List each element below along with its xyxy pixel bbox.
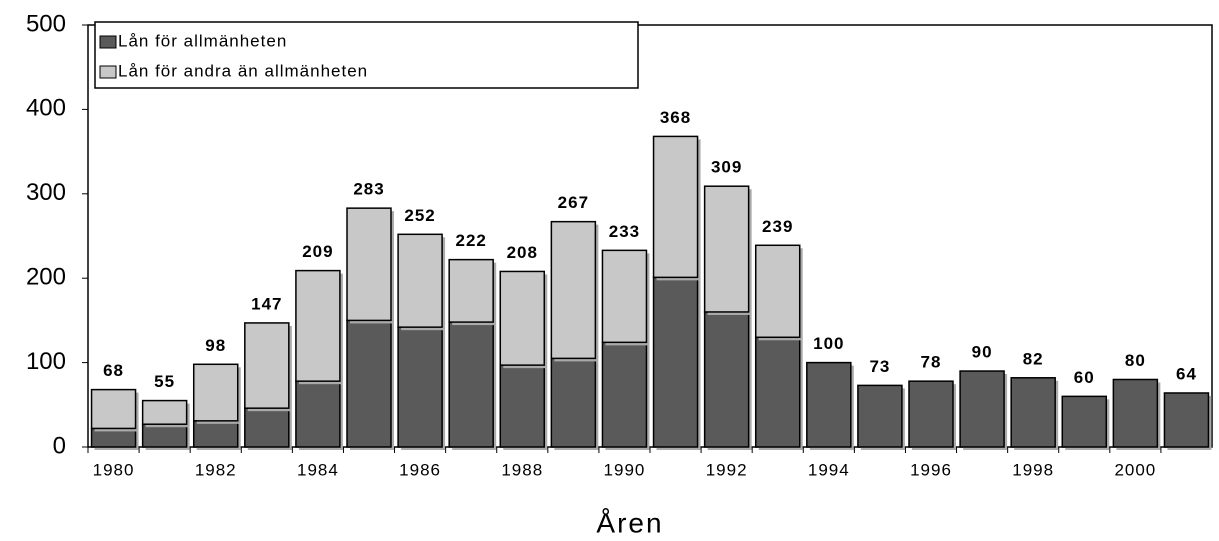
bar-segment (141, 399, 188, 425)
value-label: 64 (1176, 364, 1197, 383)
bar-segment (652, 276, 699, 448)
y-tick-label: 200 (26, 264, 66, 291)
value-label: 60 (1074, 368, 1095, 387)
bar-segment (959, 370, 1005, 448)
bar-segment (397, 233, 443, 328)
bar-segment (499, 364, 546, 448)
x-tick-label: 1996 (910, 460, 952, 479)
legend-label: Lån för andra än allmänheten (118, 61, 368, 80)
bar-segment (244, 407, 290, 448)
bar-segment (703, 311, 750, 448)
bar-segment (601, 249, 648, 344)
legend-label: Lån för allmänheten (118, 31, 287, 50)
x-tick-label: 1994 (808, 460, 850, 479)
y-tick-label: 300 (26, 179, 66, 206)
x-tick-label: 1998 (1012, 460, 1054, 479)
bar-segment (90, 388, 137, 430)
bar-segment (703, 185, 750, 313)
bar-segment (550, 220, 597, 360)
bar-segment (1010, 377, 1056, 448)
value-label: 78 (921, 353, 942, 372)
bar-segment (1061, 395, 1108, 448)
bar-segment (346, 207, 392, 322)
bar-segment (857, 384, 903, 448)
value-label: 147 (251, 294, 282, 313)
value-label: 73 (869, 357, 890, 376)
value-label: 100 (813, 334, 844, 353)
value-label: 267 (558, 193, 589, 212)
bar-segment (908, 380, 954, 448)
legend-box (94, 21, 639, 89)
y-tick-label: 400 (26, 95, 66, 122)
bar-segment (448, 258, 494, 323)
y-tick-label: 100 (26, 348, 66, 375)
x-tick-label: 2000 (1114, 460, 1156, 479)
value-label: 222 (455, 231, 486, 250)
x-tick-label: 1990 (604, 460, 646, 479)
y-tick-label: 500 (26, 10, 66, 37)
value-label: 82 (1023, 349, 1044, 368)
value-label: 98 (205, 336, 226, 355)
x-tick-label: 1980 (93, 460, 135, 479)
bar-segment (652, 135, 699, 279)
bar-segment (141, 423, 188, 448)
bar-segment (192, 420, 239, 448)
x-tick-label: 1986 (399, 460, 441, 479)
bar-segment (1163, 392, 1210, 448)
bar-segment (806, 361, 852, 448)
value-label: 80 (1125, 351, 1146, 370)
value-label: 209 (302, 242, 333, 261)
value-label: 239 (762, 217, 793, 236)
bar-segment (754, 336, 801, 448)
legend-swatch (99, 65, 117, 79)
x-tick-label: 1992 (706, 460, 748, 479)
x-tick-label: 1988 (501, 460, 543, 479)
bar-segment (550, 357, 597, 448)
bar-segment (448, 321, 494, 448)
value-label: 252 (404, 206, 435, 225)
x-tick-label: 1984 (297, 460, 339, 479)
bar-segment (397, 326, 443, 448)
value-label: 55 (154, 372, 175, 391)
value-label: 68 (103, 361, 124, 380)
x-tick-label: 1982 (195, 460, 237, 479)
bar-segment (295, 269, 341, 382)
bar-segment (499, 270, 546, 366)
value-label: 90 (972, 343, 993, 362)
value-label: 283 (353, 180, 384, 199)
x-axis-title: Åren (596, 507, 663, 538)
value-label: 309 (711, 158, 742, 177)
bar-segment (1112, 378, 1159, 448)
value-label: 233 (609, 222, 640, 241)
bar-segment (244, 322, 290, 409)
bar-segment (601, 341, 648, 448)
value-label: 208 (507, 243, 538, 262)
bar-segment (192, 363, 239, 422)
y-tick-label: 0 (53, 432, 66, 459)
legend-swatch (99, 35, 117, 49)
bar-segment (295, 380, 341, 448)
bar-segment (346, 319, 392, 448)
value-label: 368 (660, 108, 691, 127)
bar-segment (754, 244, 801, 339)
